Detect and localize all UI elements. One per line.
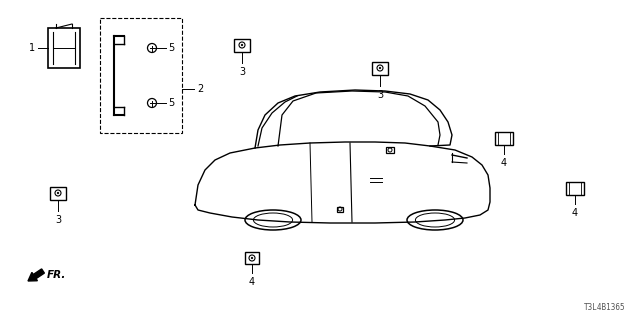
Text: 5: 5 (168, 43, 174, 53)
Text: 3: 3 (239, 67, 245, 77)
FancyArrow shape (28, 269, 44, 281)
Circle shape (251, 257, 253, 259)
Bar (100, 18, 182, 133)
Bar (337, 206, 343, 212)
Bar (245, 252, 259, 264)
Text: 4: 4 (572, 208, 578, 218)
Text: T3L4B1365: T3L4B1365 (584, 303, 625, 312)
Text: 1: 1 (29, 43, 35, 53)
Text: 4: 4 (501, 158, 507, 168)
Text: FR.: FR. (47, 270, 67, 280)
Circle shape (241, 44, 243, 46)
Text: 3: 3 (377, 90, 383, 100)
Bar (566, 181, 584, 195)
Bar (495, 132, 513, 145)
Circle shape (57, 192, 59, 194)
Bar (48, 28, 80, 68)
Text: 4: 4 (249, 277, 255, 287)
Bar (386, 147, 394, 153)
Bar (50, 187, 66, 199)
Circle shape (379, 67, 381, 69)
Text: 5: 5 (168, 98, 174, 108)
Bar (234, 38, 250, 52)
Text: 3: 3 (55, 215, 61, 225)
Bar (372, 61, 388, 75)
Text: 2: 2 (197, 84, 204, 94)
